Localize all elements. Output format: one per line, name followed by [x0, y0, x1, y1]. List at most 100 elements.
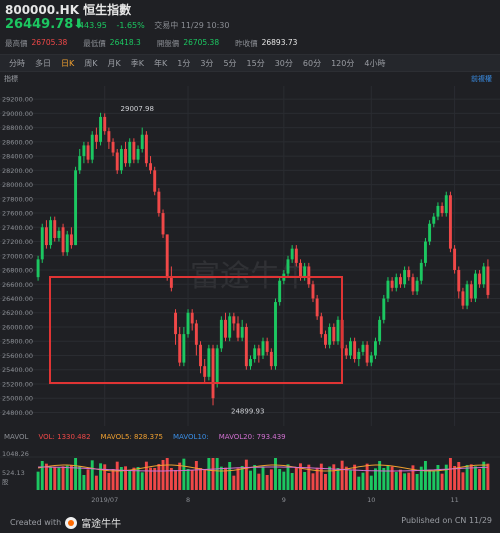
candle-body [215, 348, 219, 384]
price-change: -443.95 -1.65% 交易中 11/29 10:30 [76, 20, 237, 31]
volume-bar [265, 475, 269, 490]
candle-body [415, 280, 419, 292]
candle-body [369, 355, 373, 363]
tab-period-0[interactable]: 分時 [9, 58, 25, 68]
volume-bar [440, 473, 444, 490]
futu-logo-icon [65, 516, 78, 529]
indicator-label[interactable]: 指標 [4, 75, 18, 83]
candle-body [261, 341, 265, 356]
volume-bar [132, 467, 136, 490]
volume-bar [211, 458, 215, 490]
tab-period-4[interactable]: 月K [107, 58, 121, 68]
y-tick-label: 25800.00 [2, 338, 33, 346]
y-tick-label: 29000.00 [2, 110, 33, 118]
candle-body [157, 191, 161, 214]
candlestick-chart[interactable]: 富途牛牛29200.0029000.0028800.0028600.002840… [0, 86, 500, 426]
candle-body [244, 326, 248, 367]
vol-value: VOL: 1330.482 [38, 432, 91, 441]
candle-body [161, 213, 165, 235]
volume-bar [178, 462, 182, 490]
tab-period-6[interactable]: 年K [154, 58, 168, 68]
volume-bar [190, 470, 194, 490]
published-note: Published on CN 11/29 [401, 516, 492, 525]
volume-bar [349, 470, 352, 490]
volume-bar [336, 468, 340, 490]
mavol-label[interactable]: MAVOL [4, 432, 29, 441]
y-tick-label: 27000.00 [2, 252, 33, 260]
stat-open: 開盤價 26705.38 [156, 38, 220, 48]
volume-bar [219, 466, 223, 490]
volume-bar [378, 461, 382, 490]
volume-bar [448, 458, 452, 490]
high-annotation: 29007.98 [121, 105, 154, 113]
tab-period-3[interactable]: 周K [84, 58, 98, 68]
volume-bar [340, 460, 344, 490]
volume-bar [324, 474, 327, 490]
volume-bar [328, 466, 332, 490]
volume-bar [115, 461, 119, 490]
candle-body [107, 131, 111, 142]
y-tick-label: 28000.00 [2, 181, 33, 189]
volume-bar [432, 470, 436, 490]
candle-body [344, 348, 348, 356]
tab-period-7[interactable]: 1分 [177, 58, 191, 68]
volume-bar [303, 472, 307, 490]
volume-bar [403, 473, 407, 490]
candle-body [228, 316, 232, 338]
candle-body [290, 248, 294, 260]
candle-body [444, 195, 448, 214]
indicator-row: 指標 前複權 [0, 72, 500, 86]
tab-period-12[interactable]: 60分 [302, 58, 322, 68]
stat-low: 最低價 26418.3 [83, 38, 141, 48]
volume-bar [82, 475, 86, 490]
volume-chart[interactable]: 1048.26 524.13股 2019/07 8 9 10 11 [0, 444, 500, 506]
candle-body [265, 341, 269, 352]
candle-body [136, 148, 140, 160]
candle-body [303, 266, 307, 278]
x-tick-label: 2019/07 [91, 496, 118, 504]
volume-bar [278, 469, 282, 490]
volume-bar [307, 464, 311, 490]
y-tick-label: 27800.00 [2, 195, 33, 203]
candle-body [169, 277, 173, 288]
volume-bar [407, 472, 411, 490]
volume-bar [436, 465, 440, 490]
candle-body [278, 280, 282, 303]
candle-body [311, 284, 315, 299]
candle-body [165, 234, 169, 278]
tab-period-2[interactable]: 日K [61, 58, 75, 68]
candle-body [236, 323, 240, 338]
tab-period-13[interactable]: 120分 [331, 58, 355, 68]
volume-bar [457, 462, 461, 490]
tab-period-1[interactable]: 多日 [35, 58, 51, 68]
volume-bar [74, 458, 78, 490]
last-price: 26449.78⬇ [5, 17, 85, 32]
candle-body [90, 134, 94, 160]
volume-bar [111, 469, 115, 490]
tab-period-11[interactable]: 30分 [274, 58, 293, 68]
candle-body [224, 319, 227, 338]
volume-bar [186, 469, 190, 490]
tab-period-5[interactable]: 季K [130, 58, 144, 68]
volume-bar [365, 463, 369, 490]
y-tick-label: 26800.00 [2, 267, 33, 275]
volume-bar [315, 467, 319, 490]
tab-period-8[interactable]: 3分 [200, 58, 214, 68]
tab-period-9[interactable]: 5分 [223, 58, 237, 68]
volume-bar [136, 467, 140, 490]
candle-body [61, 227, 65, 253]
candle-body [111, 141, 115, 153]
volume-bar [103, 464, 107, 490]
x-tick-label: 8 [186, 496, 190, 504]
volume-bar [319, 463, 323, 490]
tab-period-14[interactable]: 4小時 [364, 58, 386, 68]
mavol20-line [38, 466, 488, 472]
mavol5-value: MAVOL5: 828.375 [100, 432, 163, 441]
tab-period-10[interactable]: 15分 [246, 58, 265, 68]
candle-body [86, 145, 90, 160]
candle-body [240, 326, 244, 338]
adjust-link[interactable]: 前複權 [471, 75, 492, 83]
volume-bar [44, 463, 48, 490]
candle-body [432, 216, 436, 224]
volume-bar [161, 460, 165, 490]
